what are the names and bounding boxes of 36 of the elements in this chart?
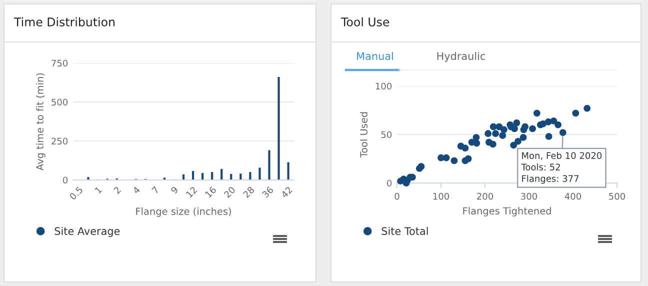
x-tick-label: 36	[262, 186, 274, 198]
y-axis-title: Avg time to fit (min)	[36, 73, 46, 170]
y-tick-label: 50	[381, 131, 392, 138]
chart-title: Time Distribution	[14, 17, 115, 26]
legend-label: Site Total	[382, 226, 428, 236]
x-tick-label: 2	[113, 186, 122, 194]
y-tick-label: 750	[52, 60, 68, 67]
x-tick-label: 100	[433, 192, 450, 200]
x-tick-label: 1	[94, 186, 102, 194]
x-tick-label: 500	[609, 192, 626, 200]
y-tick-label: 0	[386, 180, 392, 187]
x-tick-label: 20	[224, 186, 236, 198]
x-tick-label: 0.5	[69, 186, 84, 200]
x-tick-label: 28	[242, 186, 255, 198]
x-tick-label: 9	[170, 186, 178, 194]
x-tick-label: 16	[204, 186, 217, 198]
x-tick-label: 7	[152, 186, 160, 194]
x-axis-title: Flanges Tightened	[463, 207, 551, 216]
x-tick-label: 4	[132, 186, 140, 194]
x-tick-label: 0	[394, 192, 400, 200]
x-tick-label: 42	[280, 186, 292, 198]
annotation: Mon, Feb 10 2020 Tools: 52 Flanges: 377	[521, 152, 602, 184]
text: Hydraulic	[437, 52, 486, 62]
text: Manual	[357, 52, 393, 60]
y-tick-label: 250	[52, 138, 68, 145]
x-tick-label: 300	[521, 192, 538, 200]
y-axis-title: Tool Used	[360, 112, 368, 158]
y-tick-label: 100	[376, 82, 392, 90]
x-tick-label: 12	[186, 186, 198, 198]
y-tick-label: 0	[62, 176, 68, 184]
y-tick-label: 500	[52, 98, 68, 106]
chart-title: Tool Use	[340, 17, 390, 26]
x-tick-label: 200	[477, 192, 494, 200]
x-tick-label: 400	[564, 192, 582, 200]
legend-label: Site Average	[54, 226, 120, 238]
x-axis-title: Flange size (inches)	[136, 207, 231, 217]
